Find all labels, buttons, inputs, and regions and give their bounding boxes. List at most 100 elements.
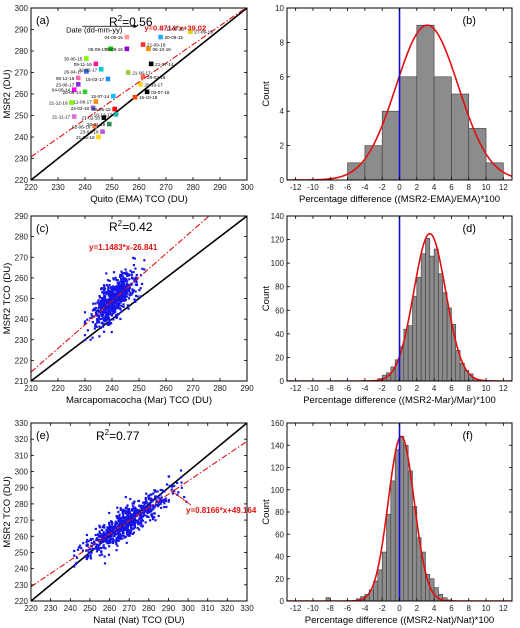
data-point bbox=[126, 504, 129, 507]
data-point bbox=[150, 510, 153, 513]
data-point bbox=[108, 297, 111, 301]
histogram-bar bbox=[390, 480, 396, 601]
data-point bbox=[123, 287, 126, 291]
histogram-bar bbox=[407, 470, 413, 601]
data-point bbox=[104, 536, 108, 539]
data-point bbox=[100, 528, 104, 532]
data-point bbox=[107, 531, 110, 535]
data-point bbox=[135, 508, 138, 511]
y-tick-label: 280 bbox=[15, 47, 29, 56]
data-point bbox=[112, 302, 115, 306]
data-point bbox=[94, 306, 98, 310]
histogram-bar bbox=[403, 444, 409, 601]
histogram-bar bbox=[416, 276, 422, 381]
data-point bbox=[109, 535, 113, 538]
y-tick-label: 230 bbox=[15, 581, 29, 590]
data-point bbox=[122, 276, 125, 279]
data-point bbox=[147, 494, 150, 497]
data-point bbox=[102, 530, 105, 533]
data-point bbox=[114, 295, 117, 298]
data-point bbox=[168, 484, 171, 487]
data-point bbox=[108, 526, 111, 530]
data-point bbox=[111, 307, 114, 310]
data-point bbox=[124, 272, 127, 275]
data-point bbox=[98, 540, 101, 544]
y-tick-label: 2 bbox=[280, 142, 285, 151]
data-point bbox=[123, 271, 126, 275]
y-tick-label: 300 bbox=[15, 4, 29, 13]
data-point bbox=[167, 475, 171, 478]
data-point bbox=[125, 278, 128, 281]
data-point bbox=[142, 501, 145, 504]
data-point bbox=[103, 562, 107, 565]
data-point bbox=[125, 541, 128, 544]
data-point bbox=[113, 289, 116, 292]
data-point bbox=[98, 554, 101, 557]
y-tick-label: 120 bbox=[271, 236, 285, 245]
histogram-bar bbox=[420, 253, 426, 381]
data-point bbox=[98, 296, 102, 299]
data-point bbox=[128, 509, 131, 512]
data-point bbox=[126, 284, 129, 287]
y-tick-label: 100 bbox=[271, 486, 285, 495]
data-point bbox=[102, 288, 106, 292]
data-point bbox=[115, 314, 118, 317]
data-point bbox=[111, 285, 115, 288]
x-tick-label: 240 bbox=[78, 183, 92, 192]
data-point bbox=[105, 308, 108, 311]
data-point bbox=[82, 89, 88, 95]
data-point bbox=[130, 528, 133, 531]
data-point bbox=[119, 508, 122, 512]
data-point bbox=[160, 496, 163, 499]
data-point bbox=[162, 489, 165, 493]
histogram-bar bbox=[381, 110, 400, 180]
point-date-label: 21-05-18 bbox=[76, 135, 95, 140]
data-point bbox=[111, 93, 116, 99]
data-point bbox=[116, 290, 119, 294]
data-point bbox=[102, 544, 105, 547]
data-point bbox=[127, 522, 130, 525]
data-point bbox=[86, 545, 89, 548]
data-point bbox=[122, 527, 125, 530]
data-point bbox=[93, 327, 96, 330]
data-point bbox=[118, 534, 121, 537]
data-point bbox=[130, 273, 133, 277]
data-point bbox=[98, 543, 101, 546]
fit-equation: y=0.8166*x+49.164 bbox=[186, 506, 257, 515]
data-point bbox=[115, 514, 118, 518]
data-point bbox=[163, 505, 166, 509]
data-point bbox=[107, 121, 112, 127]
data-point bbox=[115, 549, 118, 552]
data-point bbox=[108, 279, 111, 282]
data-point bbox=[112, 294, 115, 298]
data-point bbox=[143, 507, 146, 510]
data-point bbox=[132, 256, 135, 259]
data-point bbox=[130, 513, 133, 517]
y-tick-label: 280 bbox=[15, 500, 29, 509]
y-axis-label: MSR2 TCO (DU) bbox=[2, 476, 13, 548]
data-point bbox=[123, 282, 126, 285]
y-tick-label: 300 bbox=[15, 468, 29, 477]
x-tick-label: -8 bbox=[327, 604, 335, 613]
data-point bbox=[108, 524, 111, 528]
point-date-label: 20-09-15 bbox=[165, 35, 184, 40]
data-point bbox=[119, 301, 122, 304]
r-squared-exponent: 2 bbox=[118, 14, 123, 23]
data-point bbox=[128, 534, 131, 537]
r-squared-value: =0.42 bbox=[122, 220, 153, 234]
data-point bbox=[86, 329, 89, 332]
data-point bbox=[157, 514, 160, 518]
x-tick-label: 260 bbox=[159, 384, 173, 393]
data-point bbox=[131, 515, 135, 518]
data-point bbox=[135, 509, 138, 513]
data-point bbox=[101, 540, 104, 544]
data-point bbox=[131, 519, 134, 522]
data-point bbox=[122, 303, 125, 306]
y-tick-label: 260 bbox=[15, 274, 29, 283]
data-point bbox=[154, 503, 158, 506]
plot-area bbox=[31, 216, 247, 381]
y-tick-label: 240 bbox=[15, 565, 29, 574]
data-point bbox=[129, 291, 132, 294]
data-point bbox=[157, 501, 160, 504]
data-point bbox=[106, 541, 109, 544]
